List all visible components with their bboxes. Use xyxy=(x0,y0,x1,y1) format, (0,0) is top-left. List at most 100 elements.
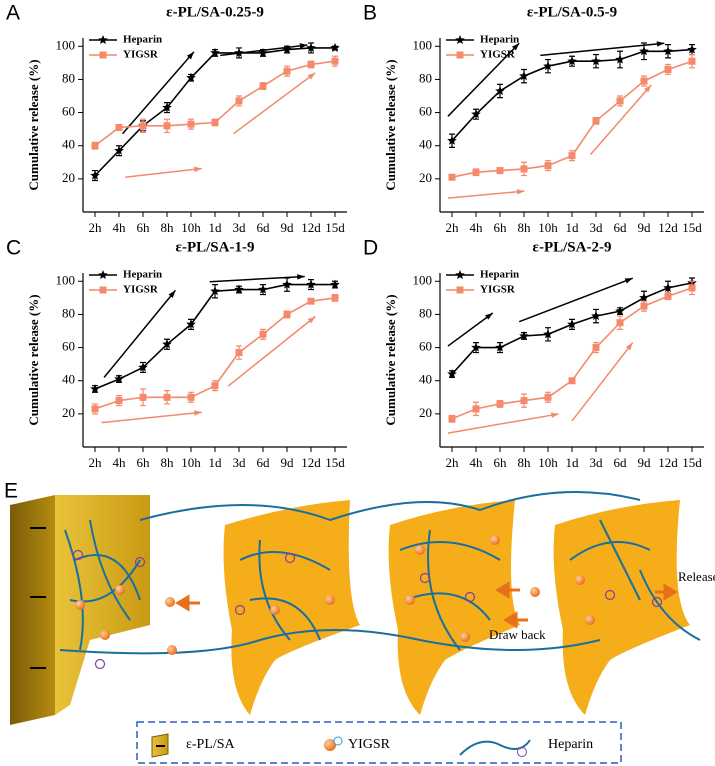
marker xyxy=(90,384,100,393)
legend-box xyxy=(136,721,622,764)
legend-label: ε-PL/SA xyxy=(186,737,236,752)
trend-arrowhead xyxy=(307,72,316,80)
marker xyxy=(568,377,576,385)
marker xyxy=(687,44,697,54)
legend-label: YIGSR xyxy=(348,737,391,752)
marker xyxy=(639,292,649,302)
x-tick-label: 1d xyxy=(566,220,580,235)
series-line xyxy=(451,287,693,420)
trend-arrowhead xyxy=(186,51,194,60)
x-tick-label: 15d xyxy=(682,455,702,470)
legend-label: Heparin xyxy=(480,34,519,46)
x-tick-label: 12d xyxy=(301,220,321,235)
trend-arrow xyxy=(447,190,525,199)
x-tick-label: 15d xyxy=(325,455,345,470)
marker xyxy=(258,47,268,57)
marker xyxy=(495,342,505,352)
marker xyxy=(448,415,456,423)
marker xyxy=(456,286,464,294)
y-tick-label: 20 xyxy=(419,170,432,185)
marker xyxy=(210,47,220,57)
y-tick-label: 60 xyxy=(62,339,75,354)
x-tick-label: 2h xyxy=(89,455,103,470)
marker xyxy=(258,284,268,294)
marker xyxy=(259,82,267,90)
trend-arrow xyxy=(103,289,176,378)
y-tick-label: 40 xyxy=(419,137,432,152)
marker xyxy=(567,56,577,66)
marker xyxy=(520,165,528,173)
legend-icon xyxy=(459,739,531,756)
x-tick-label: 3d xyxy=(590,220,604,235)
marker xyxy=(544,162,552,170)
y-axis-label: Cumulative release (%) xyxy=(383,294,398,425)
panel-label: E xyxy=(4,480,18,503)
panel-label: A xyxy=(6,2,20,25)
x-tick-label: 12d xyxy=(301,455,321,470)
x-tick-label: 1d xyxy=(209,220,223,235)
marker xyxy=(90,170,100,180)
marker xyxy=(520,397,528,405)
x-tick-label: 10h xyxy=(181,220,201,235)
marker xyxy=(471,109,481,119)
marker xyxy=(162,339,172,349)
marker xyxy=(138,362,148,372)
trend-arrowhead xyxy=(550,412,559,418)
y-tick-label: 100 xyxy=(56,37,76,52)
marker xyxy=(139,393,147,401)
marker xyxy=(99,286,107,294)
trend-arrowhead xyxy=(194,166,202,173)
x-tick-label: 2h xyxy=(446,455,460,470)
x-tick-label: 8h xyxy=(161,220,175,235)
marker xyxy=(186,319,196,329)
y-tick-label: 60 xyxy=(419,339,432,354)
marker xyxy=(639,46,649,56)
y-tick-label: 60 xyxy=(62,104,75,119)
x-tick-label: 12d xyxy=(658,455,678,470)
marker xyxy=(592,344,600,352)
x-tick-label: 1d xyxy=(566,455,580,470)
x-tick-label: 8h xyxy=(518,455,532,470)
marker xyxy=(455,35,465,44)
legend-label: Heparin xyxy=(480,269,519,281)
marker xyxy=(259,330,267,338)
chart-title: ε-PL/SA-1-9 xyxy=(176,239,255,255)
panel-label: B xyxy=(363,2,377,25)
y-tick-label: 20 xyxy=(62,170,75,185)
marker xyxy=(187,120,195,128)
trend-arrow xyxy=(447,413,559,434)
trend-arrow xyxy=(447,42,520,117)
annotation: Release xyxy=(678,569,715,584)
trend-arrow xyxy=(227,315,316,387)
series-line xyxy=(94,297,336,410)
x-tick-label: 6d xyxy=(614,220,628,235)
trend-arrowhead xyxy=(168,290,176,298)
marker xyxy=(330,42,340,52)
marker xyxy=(495,86,505,96)
marker xyxy=(688,57,696,65)
legend-label: YIGSR xyxy=(123,49,159,61)
legend-label: Heparin xyxy=(123,34,162,46)
x-tick-label: 15d xyxy=(325,220,345,235)
x-tick-label: 6h xyxy=(137,455,151,470)
x-tick-label: 10h xyxy=(538,455,558,470)
panel-label: C xyxy=(6,237,21,260)
legend-label: YIGSR xyxy=(123,284,159,296)
x-tick-label: 12d xyxy=(658,220,678,235)
marker xyxy=(283,310,291,318)
marker xyxy=(98,35,108,44)
x-tick-label: 4h xyxy=(113,220,127,235)
marker xyxy=(235,97,243,105)
trend-arrow xyxy=(518,277,633,323)
marker xyxy=(98,270,108,279)
trend-arrowhead xyxy=(656,41,665,47)
legend-icon xyxy=(324,739,336,751)
marker xyxy=(210,286,220,296)
x-tick-label: 2h xyxy=(446,220,460,235)
y-tick-label: 80 xyxy=(419,305,432,320)
legend-label: YIGSR xyxy=(480,284,516,296)
